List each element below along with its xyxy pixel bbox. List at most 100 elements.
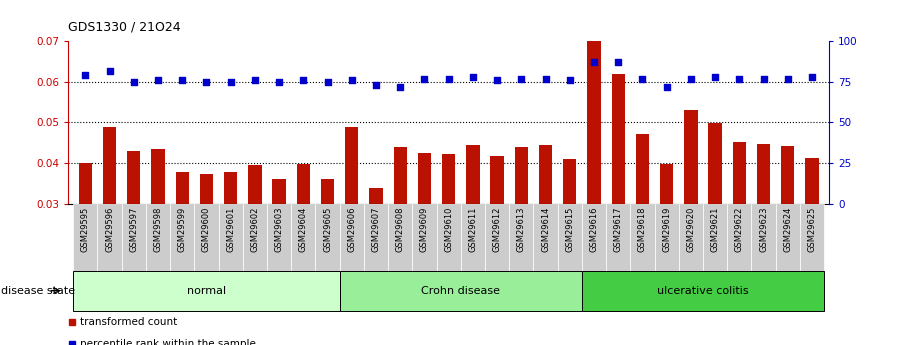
FancyBboxPatch shape [582,271,824,310]
FancyBboxPatch shape [267,204,292,271]
FancyBboxPatch shape [582,204,606,271]
Point [296,78,311,83]
FancyBboxPatch shape [775,204,800,271]
Point [344,78,359,83]
Bar [805,158,819,204]
Text: normal: normal [187,286,226,296]
Text: GSM29618: GSM29618 [638,207,647,253]
FancyBboxPatch shape [242,204,267,271]
Text: GSM29619: GSM29619 [662,207,671,252]
FancyBboxPatch shape [606,204,630,271]
Text: GSM29624: GSM29624 [783,207,793,252]
Bar [660,164,673,204]
FancyBboxPatch shape [752,204,775,271]
FancyBboxPatch shape [800,204,824,271]
Point [466,74,480,80]
Text: Crohn disease: Crohn disease [421,286,500,296]
FancyBboxPatch shape [509,204,534,271]
Bar [611,74,625,204]
FancyBboxPatch shape [73,204,97,271]
Bar [127,151,140,204]
FancyBboxPatch shape [194,204,219,271]
Text: GSM29595: GSM29595 [81,207,90,252]
Point [635,76,650,81]
Point [562,78,577,83]
FancyBboxPatch shape [340,204,363,271]
Text: GSM29620: GSM29620 [686,207,695,252]
Bar [345,127,358,204]
FancyBboxPatch shape [292,204,315,271]
Point [102,68,117,73]
Text: GSM29603: GSM29603 [274,207,283,253]
FancyBboxPatch shape [73,271,340,310]
Text: GSM29613: GSM29613 [517,207,526,253]
FancyBboxPatch shape [170,204,194,271]
FancyBboxPatch shape [703,204,727,271]
Text: GSM29621: GSM29621 [711,207,720,252]
Text: GSM29622: GSM29622 [735,207,744,252]
Text: GSM29614: GSM29614 [541,207,550,252]
FancyBboxPatch shape [436,204,461,271]
Bar [248,165,261,204]
Text: GSM29600: GSM29600 [202,207,211,252]
Text: percentile rank within the sample: percentile rank within the sample [80,339,256,345]
Text: GSM29609: GSM29609 [420,207,429,252]
Bar [757,144,771,204]
FancyBboxPatch shape [97,204,122,271]
Point [441,76,456,81]
Point [417,76,432,81]
Bar [515,147,528,204]
Point [271,79,286,85]
Text: GSM29610: GSM29610 [445,207,453,252]
Point [587,60,601,65]
Bar [563,159,577,204]
Bar [176,172,189,204]
Bar [684,110,698,204]
Point [708,74,722,80]
Bar [272,179,286,204]
FancyBboxPatch shape [122,204,146,271]
Text: GSM29599: GSM29599 [178,207,187,252]
Text: GSM29607: GSM29607 [372,207,381,253]
Text: GSM29606: GSM29606 [347,207,356,253]
FancyBboxPatch shape [558,204,582,271]
Bar [224,172,237,204]
Point [200,79,214,85]
Text: GSM29597: GSM29597 [129,207,138,252]
FancyBboxPatch shape [534,204,558,271]
Bar [78,163,92,204]
FancyBboxPatch shape [340,271,582,310]
Text: GSM29615: GSM29615 [566,207,574,252]
Bar [297,164,310,204]
Text: GSM29598: GSM29598 [153,207,162,252]
Point [78,73,93,78]
Bar [103,127,117,204]
Text: GSM29623: GSM29623 [759,207,768,253]
Bar [394,147,407,204]
Bar [490,156,504,204]
Text: GSM29616: GSM29616 [589,207,599,253]
Text: GSM29601: GSM29601 [226,207,235,252]
Point [660,84,674,90]
Bar [636,134,650,204]
Point [369,82,384,88]
Bar [321,179,334,204]
FancyBboxPatch shape [655,204,679,271]
Bar [588,41,600,204]
Point [611,60,626,65]
Point [756,76,771,81]
Point [223,79,238,85]
FancyBboxPatch shape [461,204,485,271]
Text: GSM29625: GSM29625 [807,207,816,252]
Text: GSM29617: GSM29617 [614,207,623,253]
Point [321,79,335,85]
Text: GSM29611: GSM29611 [468,207,477,252]
Text: GSM29602: GSM29602 [251,207,260,252]
FancyBboxPatch shape [315,204,340,271]
FancyBboxPatch shape [146,204,170,271]
Point [683,76,698,81]
Point [175,78,189,83]
Bar [732,142,746,204]
FancyBboxPatch shape [485,204,509,271]
Bar [418,153,431,204]
